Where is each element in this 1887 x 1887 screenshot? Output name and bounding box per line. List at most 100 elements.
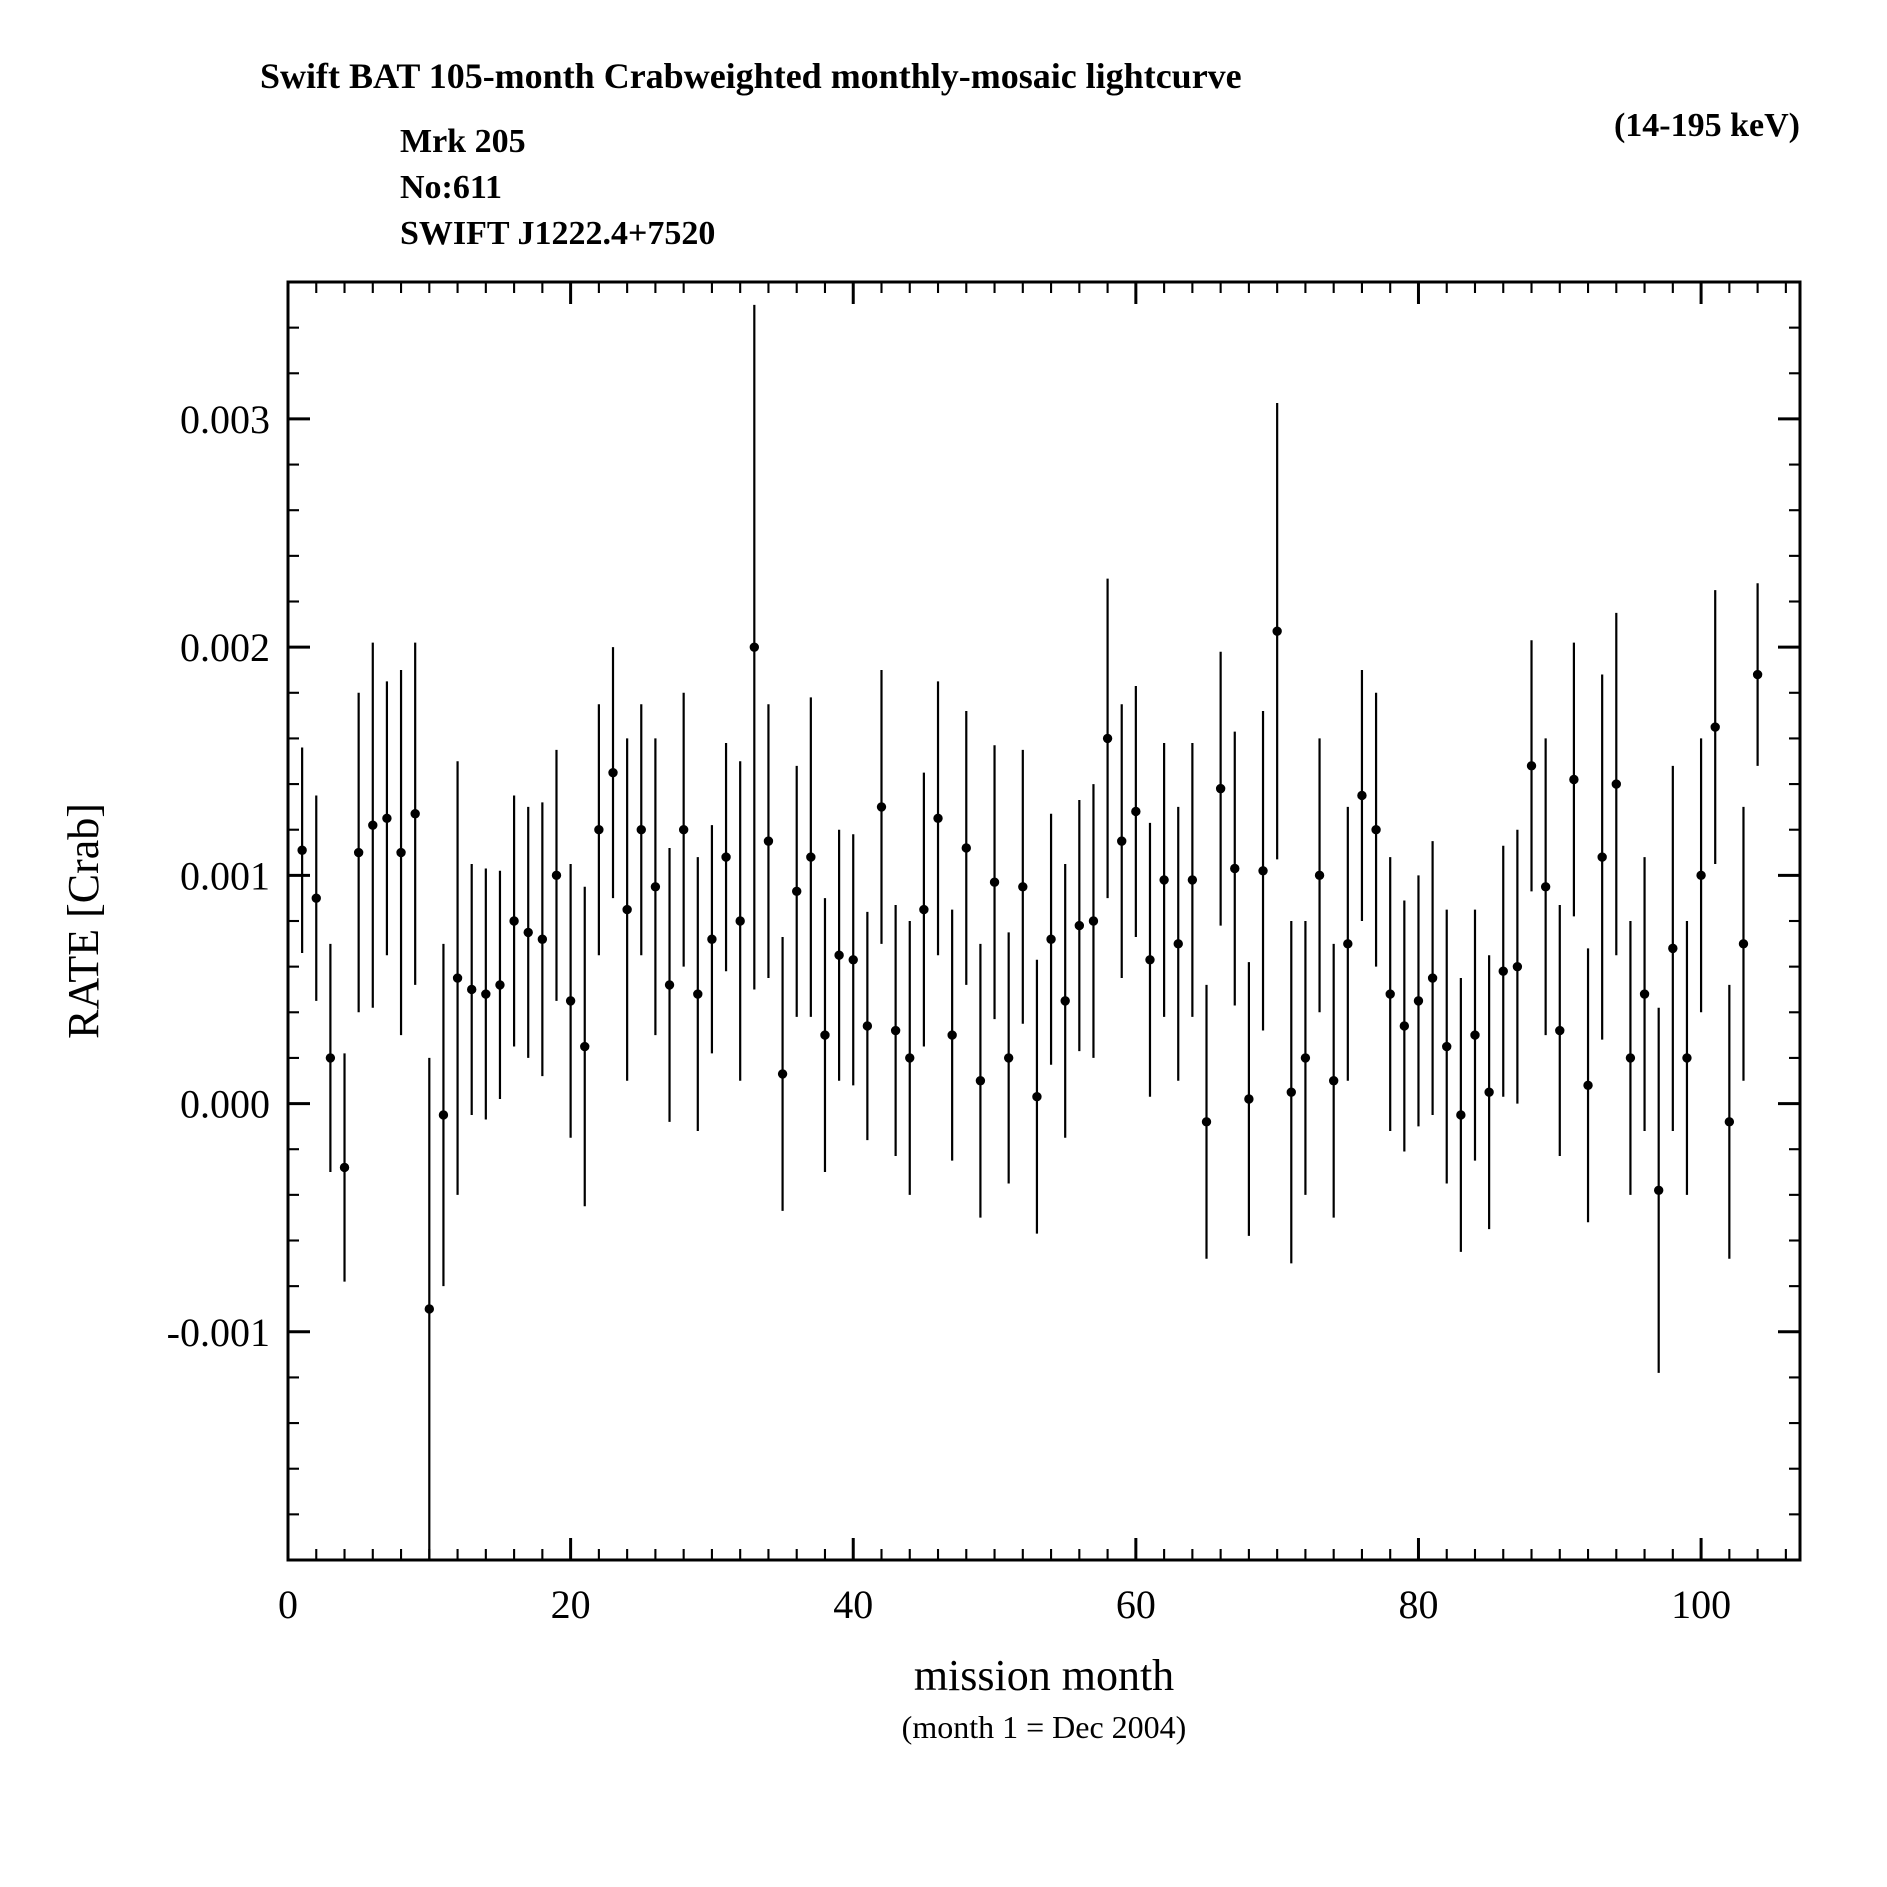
data-point (736, 917, 744, 925)
data-point (1075, 921, 1083, 929)
data-point (1287, 1088, 1295, 1096)
data-point (1004, 1054, 1012, 1062)
data-point (1033, 1093, 1041, 1101)
data-point (1344, 940, 1352, 948)
data-point (1245, 1095, 1253, 1103)
data-point (821, 1031, 829, 1039)
y-axis-label: RATE [Crab] (59, 803, 108, 1039)
data-point (1216, 784, 1224, 792)
data-point (411, 810, 419, 818)
data-point (1273, 627, 1281, 635)
data-point (566, 997, 574, 1005)
x-tick-label: 100 (1671, 1582, 1731, 1627)
chart-header-line: No:611 (400, 169, 502, 206)
data-point (397, 848, 405, 856)
data-point (651, 883, 659, 891)
data-point (623, 905, 631, 913)
data-point (891, 1026, 899, 1034)
data-point (312, 894, 320, 902)
data-point (1160, 876, 1168, 884)
data-point (1428, 974, 1436, 982)
data-point (1499, 967, 1507, 975)
data-point (1541, 883, 1549, 891)
data-point (976, 1077, 984, 1085)
data-point (383, 814, 391, 822)
data-point (694, 990, 702, 998)
data-point (990, 878, 998, 886)
data-point (595, 826, 603, 834)
data-point (1372, 826, 1380, 834)
data-point (1019, 883, 1027, 891)
data-point (482, 990, 490, 998)
data-point (538, 935, 546, 943)
data-point (1471, 1031, 1479, 1039)
data-point (1485, 1088, 1493, 1096)
data-point (453, 974, 461, 982)
data-point (835, 951, 843, 959)
data-point (1570, 775, 1578, 783)
data-point (369, 821, 377, 829)
data-point (1443, 1042, 1451, 1050)
data-point (877, 803, 885, 811)
data-point (354, 848, 362, 856)
data-point (1301, 1054, 1309, 1062)
data-point (764, 837, 772, 845)
data-point (1089, 917, 1097, 925)
data-point (496, 981, 504, 989)
data-point (1711, 723, 1719, 731)
data-point (468, 985, 476, 993)
data-point (1739, 940, 1747, 948)
data-point (637, 826, 645, 834)
x-tick-label: 20 (551, 1582, 591, 1627)
data-point (807, 853, 815, 861)
x-axis-label: mission month (914, 1651, 1174, 1700)
chart-subtitle: (14-195 keV) (1614, 107, 1800, 144)
data-point (1329, 1077, 1337, 1085)
data-point (906, 1054, 914, 1062)
y-tick-label: 0.000 (180, 1082, 270, 1127)
data-point (948, 1031, 956, 1039)
y-tick-label: 0.003 (180, 397, 270, 442)
data-point (1598, 853, 1606, 861)
x-tick-label: 60 (1116, 1582, 1156, 1627)
data-point (793, 887, 801, 895)
data-point (1612, 780, 1620, 788)
data-point (1146, 956, 1154, 964)
data-point (609, 768, 617, 776)
y-tick-label: 0.002 (180, 625, 270, 670)
data-point (1188, 876, 1196, 884)
data-point (1231, 864, 1239, 872)
data-point (665, 981, 673, 989)
data-point (750, 643, 758, 651)
data-point (920, 905, 928, 913)
data-point (1683, 1054, 1691, 1062)
data-point (1527, 762, 1535, 770)
data-point (326, 1054, 334, 1062)
data-point (1584, 1081, 1592, 1089)
data-point (962, 844, 970, 852)
data-point (708, 935, 716, 943)
data-point (298, 846, 306, 854)
data-point (1061, 997, 1069, 1005)
chart-header-line: SWIFT J1222.4+7520 (400, 215, 715, 252)
data-point (1669, 944, 1677, 952)
data-point (1725, 1118, 1733, 1126)
data-point (1400, 1022, 1408, 1030)
data-point (1753, 670, 1761, 678)
data-point (849, 956, 857, 964)
data-point (722, 853, 730, 861)
data-point (1654, 1186, 1662, 1194)
data-point (1457, 1111, 1465, 1119)
data-point (439, 1111, 447, 1119)
data-point (679, 826, 687, 834)
data-point (1259, 867, 1267, 875)
data-point (1358, 791, 1366, 799)
data-point (1174, 940, 1182, 948)
y-tick-label: -0.001 (167, 1310, 270, 1355)
data-point (425, 1305, 433, 1313)
data-point (1697, 871, 1705, 879)
data-point (934, 814, 942, 822)
data-point (1626, 1054, 1634, 1062)
y-tick-label: 0.001 (180, 853, 270, 898)
chart-title: Swift BAT 105-month Crabweighted monthly… (260, 56, 1242, 96)
